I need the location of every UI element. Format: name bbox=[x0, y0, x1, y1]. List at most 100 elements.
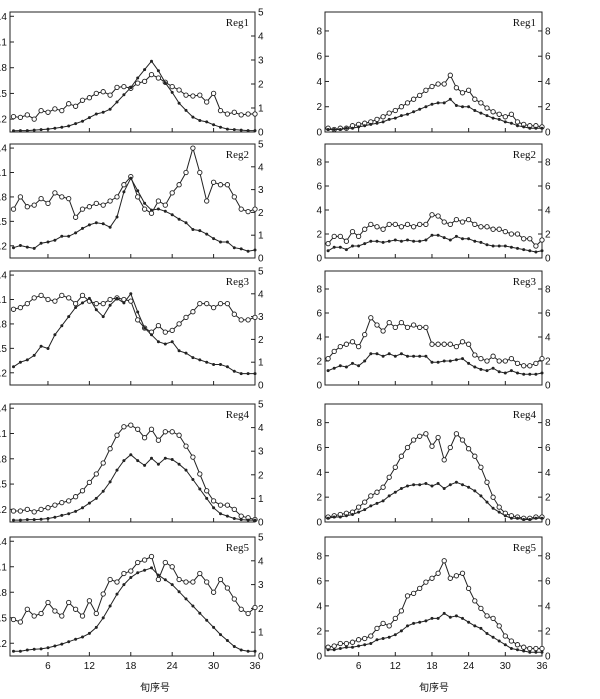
data-point-filled bbox=[448, 483, 452, 487]
data-point-filled bbox=[25, 245, 29, 249]
data-point-filled bbox=[163, 209, 167, 213]
data-point-open bbox=[496, 226, 502, 232]
data-point-open bbox=[121, 424, 127, 430]
data-point-filled bbox=[509, 245, 513, 249]
data-point-filled bbox=[406, 624, 409, 628]
data-point-filled bbox=[461, 105, 464, 109]
y-tick-label-left: 2.1 bbox=[0, 168, 7, 179]
data-point-open bbox=[392, 221, 398, 228]
data-point-open bbox=[368, 493, 374, 499]
data-point-open bbox=[183, 443, 189, 449]
panel-frame bbox=[324, 403, 543, 523]
data-point-filled bbox=[74, 122, 78, 126]
data-point-filled bbox=[522, 248, 526, 252]
data-point-filled bbox=[393, 490, 397, 494]
x-tick-label: 12 bbox=[390, 661, 402, 672]
data-point-open bbox=[245, 111, 251, 117]
data-point-open bbox=[31, 613, 37, 619]
y-tick-label-right: 5 bbox=[258, 8, 264, 19]
data-point-filled bbox=[129, 453, 133, 457]
data-point-open bbox=[135, 559, 141, 566]
data-point-filled bbox=[101, 222, 105, 226]
data-point-filled bbox=[491, 506, 495, 510]
data-point-filled bbox=[418, 354, 422, 358]
data-point-open bbox=[349, 639, 356, 645]
data-point-open bbox=[210, 498, 217, 504]
data-point-filled bbox=[74, 231, 78, 235]
data-point-filled bbox=[94, 625, 98, 629]
data-point-open bbox=[410, 590, 417, 597]
data-point-filled bbox=[177, 462, 181, 466]
data-point-filled bbox=[418, 239, 422, 243]
data-point-filled bbox=[442, 611, 446, 615]
data-point-open bbox=[484, 105, 490, 111]
y-tick-label-right: 8 bbox=[545, 26, 551, 37]
data-point-open bbox=[128, 422, 134, 428]
data-point-open bbox=[459, 90, 466, 96]
data-point-open bbox=[217, 576, 224, 583]
data-point-open bbox=[404, 324, 411, 331]
y-tick-label-right: 2 bbox=[545, 357, 551, 368]
panel-label: Reg2 bbox=[513, 149, 536, 161]
data-point-filled bbox=[418, 107, 422, 111]
panel-frame bbox=[324, 270, 543, 386]
data-point-filled bbox=[205, 496, 209, 500]
data-point-open bbox=[533, 645, 539, 652]
y-tick-label-left: 2 bbox=[316, 357, 322, 368]
y-tick-label-right: 1 bbox=[258, 231, 264, 242]
data-point-open bbox=[10, 306, 17, 312]
data-point-open bbox=[472, 352, 478, 358]
panel-label: Reg4 bbox=[226, 409, 250, 421]
data-point-filled bbox=[115, 468, 119, 472]
data-point-filled bbox=[74, 509, 78, 513]
data-point-filled bbox=[436, 360, 440, 364]
data-point-filled bbox=[369, 352, 373, 356]
data-point-filled bbox=[87, 501, 91, 505]
data-point-open bbox=[148, 553, 155, 560]
y-tick-label-right: 5 bbox=[258, 267, 264, 278]
data-point-filled bbox=[442, 487, 446, 490]
data-point-open bbox=[435, 434, 441, 441]
data-point-filled bbox=[338, 647, 342, 650]
data-point-open bbox=[453, 573, 460, 579]
data-point-open bbox=[362, 635, 368, 642]
data-point-open bbox=[447, 72, 453, 78]
data-point-open bbox=[410, 322, 417, 328]
data-point-open bbox=[93, 300, 99, 307]
data-point-filled bbox=[205, 232, 209, 236]
data-point-filled bbox=[53, 238, 57, 242]
data-point-open bbox=[380, 328, 386, 334]
data-point-filled bbox=[150, 208, 153, 212]
data-point-open bbox=[197, 169, 203, 176]
data-point-filled bbox=[497, 117, 501, 121]
data-point-filled bbox=[497, 244, 501, 248]
data-point-filled bbox=[101, 315, 105, 319]
data-point-filled bbox=[32, 647, 36, 651]
data-point-open bbox=[472, 453, 478, 459]
data-point-open bbox=[484, 224, 490, 230]
data-point-open bbox=[386, 474, 392, 480]
data-point-filled bbox=[39, 241, 43, 245]
data-point-filled bbox=[12, 518, 15, 522]
data-point-open bbox=[72, 300, 79, 307]
data-point-filled bbox=[239, 518, 243, 522]
y-tick-label-right: 8 bbox=[545, 158, 551, 169]
data-point-open bbox=[521, 236, 527, 242]
y-tick-label-right: 0 bbox=[545, 518, 551, 529]
data-point-filled bbox=[351, 126, 354, 130]
data-point-filled bbox=[246, 129, 250, 133]
data-point-filled bbox=[509, 369, 513, 373]
data-point-filled bbox=[163, 456, 167, 460]
xlabel-left: 旬序号 bbox=[140, 681, 170, 694]
data-point-open bbox=[135, 194, 141, 200]
data-point-filled bbox=[205, 618, 209, 622]
data-point-filled bbox=[461, 357, 464, 361]
data-point-open bbox=[521, 644, 527, 650]
data-point-open bbox=[252, 604, 258, 611]
y-tick-label-right: 3 bbox=[258, 580, 264, 591]
data-point-filled bbox=[528, 372, 532, 376]
data-point-filled bbox=[46, 347, 50, 350]
data-point-filled bbox=[239, 648, 243, 652]
data-point-filled bbox=[115, 592, 119, 596]
